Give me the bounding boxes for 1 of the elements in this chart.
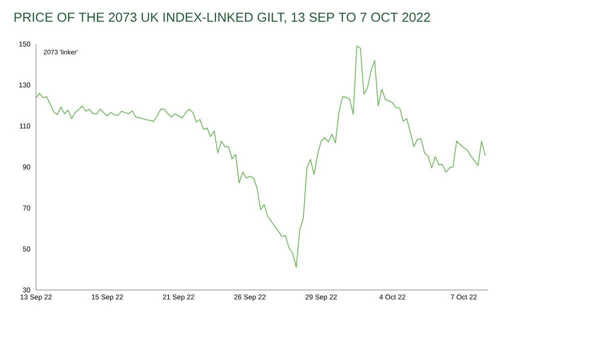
chart-title: PRICE OF THE 2073 UK INDEX-LINKED GILT, 13 SEP TO 7 OCT 2022 xyxy=(14,12,430,24)
